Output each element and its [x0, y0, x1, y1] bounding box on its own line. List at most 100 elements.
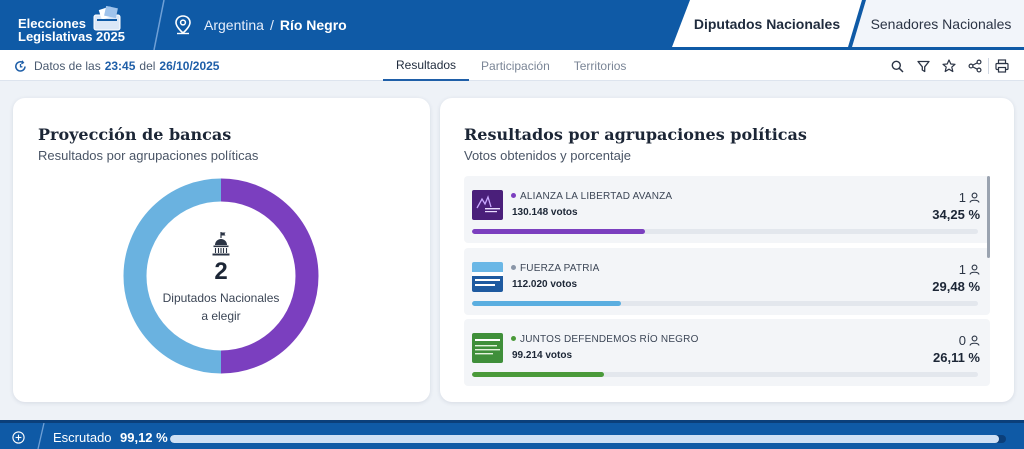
party-votes: 130.148 votos	[512, 207, 578, 218]
breadcrumb-province[interactable]: Río Negro	[279, 17, 347, 33]
location-pin-icon	[175, 15, 191, 35]
party-name: ALIANZA LA LIBERTAD AVANZA	[511, 191, 672, 202]
footer-divider	[37, 423, 45, 449]
logo-title: Elecciones Legislativas 2025	[18, 17, 125, 43]
party-votes: 112.020 votos	[512, 279, 578, 290]
results-card: Resultados por agrupaciones políticas Vo…	[440, 98, 1014, 402]
tab-senadores-nacionales[interactable]: Senadores Nacionales	[848, 0, 1024, 47]
party-row[interactable]: FUERZA PATRIA 112.020 votos 1 29,48 %	[464, 248, 990, 315]
tab-diputados-label: Diputados Nacionales	[693, 15, 841, 32]
party-name: JUNTOS DEFENDEMOS RÍO NEGRO	[511, 334, 699, 345]
update-prefix: Datos de las	[34, 59, 101, 73]
party-name-text: FUERZA PATRIA	[520, 263, 600, 274]
party-seats-count: 1	[958, 190, 966, 205]
filter-icon	[916, 60, 930, 72]
print-icon	[995, 59, 1009, 73]
party-row[interactable]: ALIANZA LA LIBERTAD AVANZA 130.148 votos…	[464, 176, 990, 243]
sub-toolbar: Datos de las 23:45 del 26/10/2025 Result…	[0, 50, 1024, 81]
update-date: 26/10/2025	[159, 59, 220, 73]
party-progress-fill	[472, 372, 605, 377]
tab-shape	[852, 0, 1024, 47]
section-tabs: Resultados Participación Territorios	[383, 50, 638, 81]
party-percent: 34,25 %	[932, 207, 980, 222]
star-icon	[942, 59, 956, 73]
party-row[interactable]: JUNTOS DEFENDEMOS RÍO NEGRO 99.214 votos…	[464, 319, 990, 386]
scrutiny-progress-fill	[170, 435, 999, 443]
donut-slice-0[interactable]	[220, 178, 319, 374]
logo-line-2: Legislativas 2025	[18, 29, 125, 44]
search-icon	[891, 60, 904, 73]
logo-line-1: Elecciones	[18, 16, 86, 31]
party-seats-count: 1	[958, 262, 966, 277]
donut-slice-1[interactable]	[123, 178, 222, 374]
party-logo-lla	[472, 190, 503, 220]
scrutiny-value: 99,12 %	[120, 430, 168, 445]
tab-participacion[interactable]: Participación	[481, 58, 550, 73]
party-logo-fuerza-patria	[472, 262, 503, 292]
share-icon	[968, 59, 982, 73]
location-breadcrumb[interactable]: Argentina / Río Negro	[174, 14, 347, 36]
party-color-dot	[511, 193, 516, 198]
search-button[interactable]	[884, 56, 910, 76]
tab-resultados[interactable]: Resultados	[383, 50, 470, 81]
breadcrumb-separator: /	[269, 17, 274, 33]
ballot-box-icon	[93, 6, 121, 31]
list-scrollbar[interactable]	[987, 176, 990, 258]
party-name-text: JUNTOS DEFENDEMOS RÍO NEGRO	[520, 334, 699, 345]
results-subtitle: Votos obtenidos y porcentaje	[464, 148, 631, 163]
last-update-info: Datos de las 23:45 del 26/10/2025	[14, 59, 223, 73]
party-seats-count: 0	[958, 333, 966, 348]
seats-label: Diputados Nacionales a elegir	[123, 289, 319, 325]
person-icon	[969, 192, 980, 203]
projection-subtitle: Resultados por agrupaciones políticas	[38, 148, 259, 163]
party-name-text: ALIANZA LA LIBERTAD AVANZA	[520, 191, 673, 202]
top-header: Elecciones Legislativas 2025 Argentina /…	[0, 0, 1024, 50]
share-button[interactable]	[962, 56, 988, 76]
print-button[interactable]	[989, 56, 1015, 76]
party-percent: 26,11 %	[933, 350, 980, 365]
donut-svg	[123, 178, 319, 374]
seats-label-line-1: Diputados Nacionales	[162, 291, 280, 305]
update-mid: del	[139, 59, 156, 73]
results-title: Resultados por agrupaciones políticas	[464, 125, 807, 144]
congress-building-icon	[212, 232, 230, 256]
expand-plus-icon[interactable]	[12, 431, 25, 444]
filter-button[interactable]	[910, 56, 936, 76]
toolbar-divider	[988, 58, 989, 74]
seats-total: 2	[214, 258, 228, 285]
tab-shape	[672, 0, 862, 47]
party-progress-fill	[472, 229, 646, 234]
breadcrumb-country[interactable]: Argentina	[204, 17, 264, 33]
seats-label-line-2: a elegir	[201, 309, 241, 323]
elections-logo[interactable]: Elecciones Legislativas 2025	[18, 6, 158, 44]
person-icon	[969, 335, 980, 346]
party-votes: 99.214 votos	[512, 350, 573, 361]
party-color-dot	[511, 336, 516, 341]
party-name: FUERZA PATRIA	[511, 263, 599, 274]
toolbar-actions	[884, 56, 1015, 76]
favorite-button[interactable]	[936, 56, 962, 76]
seats-donut-chart: 2 Diputados Nacionales a elegir	[123, 178, 319, 374]
donut-center: 2 Diputados Nacionales a elegir	[123, 178, 319, 374]
party-percent: 29,48 %	[932, 279, 980, 294]
party-progress-bar	[472, 229, 978, 234]
party-progress-fill	[472, 301, 622, 306]
party-progress-bar	[472, 301, 978, 306]
projection-card: Proyección de bancas Resultados por agru…	[13, 98, 430, 402]
projection-title: Proyección de bancas	[38, 125, 232, 144]
tab-diputados-nacionales[interactable]: Diputados Nacionales	[672, 0, 862, 47]
person-icon	[969, 264, 980, 275]
party-progress-bar	[472, 372, 978, 377]
party-color-dot	[511, 265, 516, 270]
tab-senadores-label: Senadores Nacionales	[870, 15, 1012, 32]
party-results-list[interactable]: ALIANZA LA LIBERTAD AVANZA 130.148 votos…	[464, 176, 990, 402]
party-logo-juntos	[472, 333, 503, 363]
refresh-clock-icon	[15, 59, 26, 72]
scrutiny-label: Escrutado	[53, 430, 112, 445]
party-seats: 0	[959, 333, 980, 348]
update-time: 23:45	[104, 59, 136, 73]
tab-territorios[interactable]: Territorios	[573, 58, 627, 73]
party-seats: 1	[959, 190, 980, 205]
scrutiny-progress-bar	[170, 435, 1006, 443]
header-divider	[153, 0, 165, 50]
